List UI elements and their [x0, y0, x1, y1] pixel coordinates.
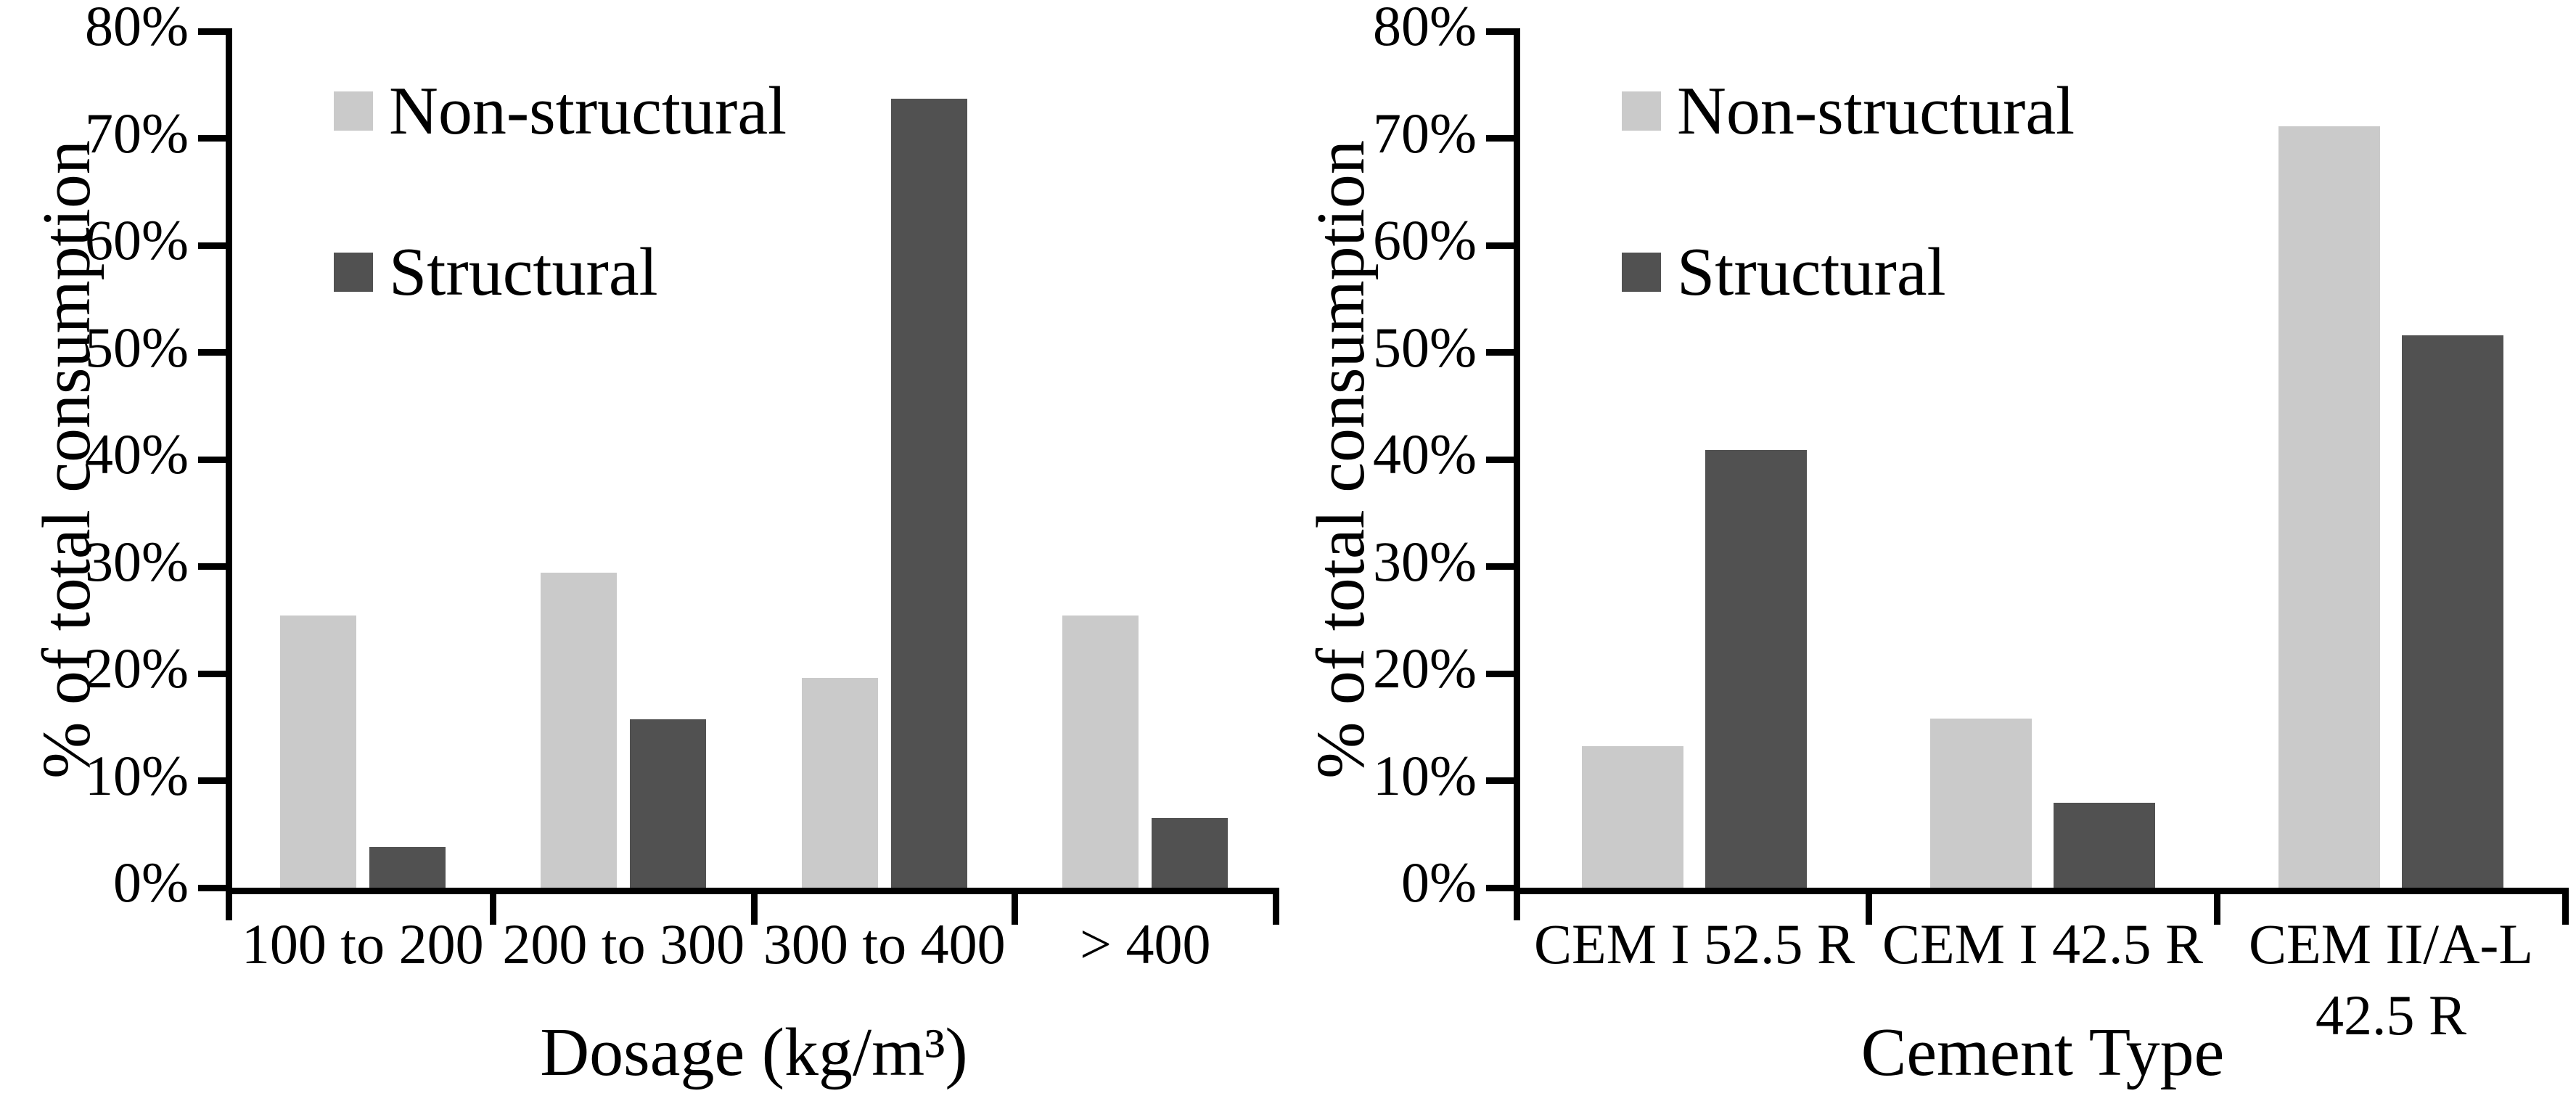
x-axis — [226, 888, 1279, 894]
non-structural-swatch-icon — [334, 91, 373, 131]
y-tick-label: 50% — [1373, 315, 1477, 379]
y-tick — [1486, 28, 1520, 35]
x-tick-label: CEM II/A-L 42.5 R — [2217, 909, 2565, 1051]
bar-structural-cem-ii-a-l-42.5-r — [2402, 335, 2503, 888]
y-tick-label: 80% — [1373, 0, 1477, 57]
y-tick — [1486, 777, 1520, 784]
legend-label: Structural — [389, 234, 658, 310]
bar-structural-200-to-300 — [630, 719, 706, 888]
x-tick-label: 100 to 200 — [232, 909, 493, 980]
y-tick — [198, 242, 232, 249]
y-axis — [1514, 28, 1520, 920]
y-tick-label: 10% — [1373, 743, 1477, 807]
bar-non-structural-cem-i-52.5-r — [1582, 746, 1683, 888]
y-tick — [198, 563, 232, 570]
y-tick — [1486, 563, 1520, 570]
y-tick — [198, 670, 232, 677]
bar-non-structural-cem-i-42.5-r — [1930, 719, 2032, 888]
legend-label: Non-structural — [389, 73, 787, 149]
x-tick — [2561, 894, 2569, 925]
x-tick — [750, 894, 758, 925]
y-tick — [198, 777, 232, 784]
y-tick-label: 60% — [85, 208, 189, 271]
legend-label: Non-structural — [1677, 73, 2075, 149]
y-axis — [226, 28, 232, 920]
x-tick — [2213, 894, 2220, 925]
bar-structural-300-to-400 — [891, 99, 967, 888]
x-axis-title: Cement Type — [1861, 1015, 2225, 1090]
y-tick-label: 30% — [1373, 529, 1477, 593]
x-tick-label: 200 to 300 — [493, 909, 755, 980]
structural-swatch-icon — [1622, 253, 1661, 292]
y-tick-label: 20% — [1373, 637, 1477, 700]
y-tick — [198, 135, 232, 142]
y-tick-label: 0% — [1401, 851, 1477, 914]
x-tick-label: > 400 — [1015, 909, 1276, 980]
y-tick-label: 30% — [85, 529, 189, 593]
x-tick — [1012, 894, 1018, 925]
y-tick-label: 10% — [85, 743, 189, 807]
bar-structural-cem-i-42.5-r — [2054, 803, 2155, 888]
structural-swatch-icon — [334, 253, 373, 292]
x-tick-label: 300 to 400 — [754, 909, 1015, 980]
legend-label: Structural — [1677, 234, 1946, 310]
x-axis — [1514, 888, 2569, 894]
x-tick-label-line: > 400 — [1080, 912, 1211, 976]
y-tick-label: 80% — [85, 0, 189, 57]
y-tick — [1486, 242, 1520, 249]
y-tick-label: 60% — [1373, 208, 1477, 271]
y-tick-label: 50% — [85, 315, 189, 379]
bar-non-structural--400 — [1062, 616, 1139, 888]
x-tick-label-line: 200 to 300 — [502, 912, 745, 976]
y-tick-label: 20% — [85, 637, 189, 700]
x-tick-label-line: CEM I 42.5 R — [1882, 912, 2204, 976]
x-tick — [1865, 894, 1872, 925]
legend-item-structural: Structural — [1622, 238, 1946, 306]
bar-structural-100-to-200 — [369, 847, 446, 888]
y-tick — [198, 28, 232, 35]
x-tick-label: CEM I 42.5 R — [1869, 909, 2217, 980]
x-tick-label: CEM I 52.5 R — [1520, 909, 1869, 980]
x-axis-title: Dosage (kg/m³) — [540, 1015, 968, 1090]
x-tick-label-line: 100 to 200 — [241, 912, 484, 976]
legend-item-structural: Structural — [334, 238, 658, 306]
x-tick — [1272, 894, 1279, 925]
legend-item-non-structural: Non-structural — [1622, 77, 2075, 145]
x-tick-label-line: 42.5 R — [2315, 983, 2467, 1047]
y-tick — [1486, 670, 1520, 677]
y-tick-label: 40% — [85, 422, 189, 486]
bar-non-structural-cem-ii-a-l-42.5-r — [2278, 126, 2380, 888]
bar-structural--400 — [1152, 818, 1228, 888]
y-tick-label: 70% — [1373, 101, 1477, 165]
y-tick-label: 70% — [85, 101, 189, 165]
y-tick-label: 40% — [1373, 422, 1477, 486]
legend-item-non-structural: Non-structural — [334, 77, 787, 145]
x-tick-label-line: CEM I 52.5 R — [1533, 912, 1855, 976]
y-tick — [1486, 135, 1520, 142]
bar-non-structural-200-to-300 — [541, 573, 617, 888]
bar-non-structural-100-to-200 — [280, 616, 356, 888]
x-tick — [490, 894, 496, 925]
non-structural-swatch-icon — [1622, 91, 1661, 131]
y-tick — [198, 349, 232, 356]
bar-structural-cem-i-52.5-r — [1705, 450, 1807, 888]
y-tick — [1486, 349, 1520, 356]
bar-non-structural-300-to-400 — [802, 678, 878, 888]
y-tick-label: 0% — [113, 851, 189, 914]
y-tick — [1486, 456, 1520, 463]
x-tick-label-line: CEM II/A-L — [2248, 912, 2534, 976]
y-tick — [198, 456, 232, 463]
x-tick-label-line: 300 to 400 — [763, 912, 1006, 976]
y-tick — [1486, 884, 1520, 891]
y-tick — [198, 884, 232, 891]
